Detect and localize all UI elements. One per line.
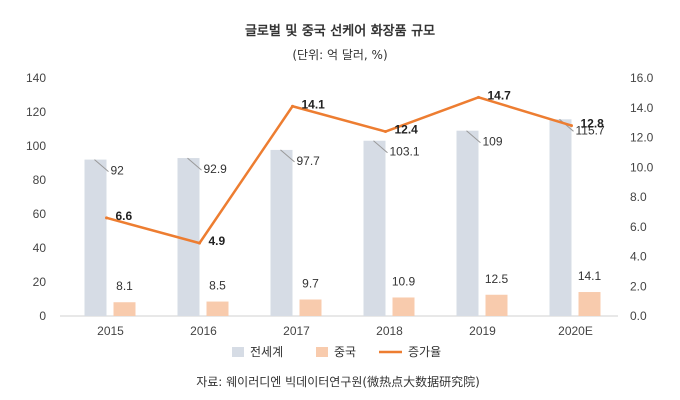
- point-growth: [477, 95, 480, 99]
- leader-line-world: [280, 149, 295, 163]
- data-label-china: 10.9: [392, 274, 416, 288]
- point-growth: [384, 130, 387, 134]
- point-growth: [570, 124, 573, 128]
- y-right-tick-label: 10.0: [630, 160, 654, 174]
- data-label-growth: 4.9: [209, 234, 226, 248]
- legend-label-china: 중국: [334, 345, 356, 359]
- y-left-tick-label: 60: [33, 207, 47, 221]
- data-label-growth: 12.4: [395, 123, 419, 137]
- y-left-tick-label: 120: [26, 105, 46, 119]
- y-right-tick-label: 0.0: [630, 309, 647, 323]
- y-left-tick-label: 20: [33, 275, 47, 289]
- y-left-tick-label: 80: [33, 173, 47, 187]
- bar-world: [363, 140, 386, 316]
- y-left-tick-label: 100: [26, 139, 46, 153]
- y-left-tick-label: 0: [39, 309, 46, 323]
- legend-label-growth: 증가율: [408, 345, 441, 359]
- x-tick-label: 2015: [97, 324, 124, 338]
- y-right-tick-label: 14.0: [630, 101, 654, 115]
- y-right-tick-label: 16.0: [630, 71, 654, 85]
- legend-label-world: 전세계: [250, 345, 283, 359]
- bar-world: [270, 149, 293, 316]
- data-label-china: 8.1: [116, 279, 133, 293]
- legend-swatch-china: [316, 347, 328, 357]
- y-right-tick-label: 12.0: [630, 131, 654, 145]
- line-growth: [106, 96, 572, 245]
- chart-subtitle: (단위: 억 달러, %): [292, 48, 387, 62]
- data-label-china: 14.1: [578, 269, 602, 283]
- y-left-tick-label: 140: [26, 71, 46, 85]
- x-tick-label: 2020E: [558, 324, 593, 338]
- chart-title: 글로벌 및 중국 선케어 화장품 규모: [245, 23, 435, 39]
- data-label-growth: 14.1: [302, 97, 326, 111]
- source-note: 자료: 웨이러디엔 빅데이터연구원(微热点大数据研究院): [196, 374, 480, 389]
- data-label-world: 115.7: [576, 123, 605, 137]
- leader-line-world: [94, 159, 109, 172]
- data-label-world: 103.1: [390, 145, 420, 159]
- data-label-china: 12.5: [485, 272, 509, 286]
- point-growth: [198, 241, 201, 245]
- plot-area: 0 20 40 60 80 100 120 140 0.0 2.0 4.0 6.0 8.0 10.0 12.…: [26, 71, 654, 338]
- bar-world: [549, 119, 572, 316]
- bar-china: [206, 301, 229, 316]
- data-label-china: 9.7: [302, 277, 319, 291]
- x-tick-label: 2019: [469, 324, 496, 338]
- y-right-tick-label: 4.0: [630, 250, 647, 264]
- legend-swatch-world: [232, 347, 244, 357]
- bar-world: [84, 159, 107, 316]
- data-label-growth: 14.7: [488, 88, 512, 102]
- bar-china: [392, 297, 415, 316]
- data-label-world: 92.9: [204, 162, 228, 176]
- bar-world: [456, 130, 479, 316]
- data-label-china: 8.5: [209, 279, 226, 293]
- x-tick-label: 2018: [376, 324, 403, 338]
- leader-line-world: [187, 157, 202, 171]
- bar-china: [113, 302, 136, 316]
- legend: 전세계 중국 증가율: [232, 345, 441, 359]
- bar-china: [485, 294, 508, 316]
- point-growth: [105, 216, 108, 220]
- data-label-growth: 6.6: [116, 209, 133, 223]
- leader-line-world: [373, 140, 388, 154]
- y-right-tick-label: 2.0: [630, 279, 647, 293]
- bar-china: [299, 299, 322, 316]
- data-label-world: 109: [483, 135, 503, 149]
- y-right-tick-label: 6.0: [630, 220, 647, 234]
- y-left-tick-label: 40: [33, 241, 47, 255]
- leader-line-world: [466, 130, 481, 144]
- x-tick-label: 2017: [283, 324, 310, 338]
- x-tick-label: 2016: [190, 324, 217, 338]
- data-label-world: 97.7: [297, 154, 321, 168]
- bar-world: [177, 158, 200, 316]
- bar-china: [578, 292, 601, 316]
- data-label-world: 92: [111, 164, 125, 178]
- point-growth: [291, 104, 294, 108]
- y-right-tick-label: 8.0: [630, 190, 647, 204]
- data-label-growth: 12.8: [581, 117, 605, 131]
